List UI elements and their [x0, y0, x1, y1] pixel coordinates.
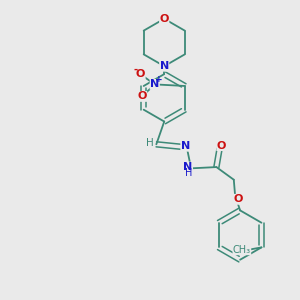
Text: O: O	[217, 141, 226, 151]
Text: H: H	[146, 138, 154, 148]
Text: O: O	[137, 92, 147, 101]
Text: N: N	[160, 61, 169, 71]
Text: O: O	[160, 14, 169, 24]
Text: O: O	[136, 69, 145, 79]
Text: N: N	[183, 162, 193, 172]
Text: H: H	[184, 168, 192, 178]
Text: N: N	[181, 141, 190, 151]
Text: CH₃: CH₃	[233, 245, 251, 255]
Text: O: O	[233, 194, 243, 204]
Text: -: -	[134, 65, 138, 75]
Text: N: N	[150, 80, 159, 89]
Text: +: +	[155, 76, 163, 85]
